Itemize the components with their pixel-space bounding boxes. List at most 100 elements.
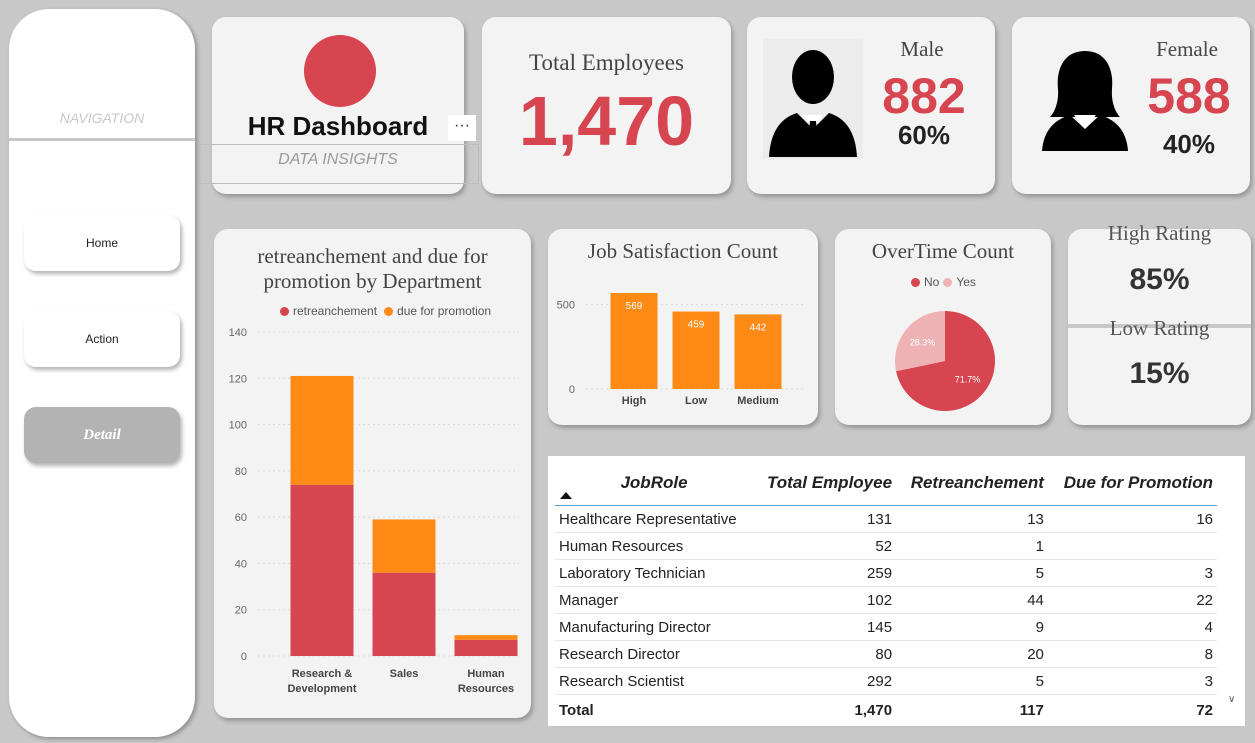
total-employee-sum: 1,470 [753, 694, 897, 725]
female-count: 588 [1147, 68, 1231, 124]
y-tick-label: 0 [569, 384, 575, 396]
table-cell: Research Director [555, 640, 753, 668]
table-row[interactable]: Laboratory Technician 259 5 3 [555, 559, 1217, 587]
table-row[interactable]: Research Scientist 292 5 3 [555, 667, 1217, 695]
navigation-divider [9, 138, 195, 141]
male-percent: 60% [897, 120, 951, 150]
table-cell: Manager [555, 586, 753, 614]
legend-swatch-yes [943, 277, 953, 287]
female-card: Female 588 40% [1012, 17, 1250, 194]
table-cell: 145 [753, 613, 897, 641]
bar-segment-retreanchement[interactable] [454, 639, 518, 656]
overtime-pie-chart: 71.7% 28.3% [895, 311, 995, 411]
y-tick-label: 120 [229, 373, 247, 385]
table-cell: 3 [1047, 667, 1217, 695]
table-cell: 102 [753, 586, 897, 614]
bar-segment-retreanchement[interactable] [372, 572, 436, 656]
female-percent: 40% [1162, 129, 1216, 159]
column-header-retreanchement[interactable]: Retreanchement [896, 461, 1048, 506]
table-cell: 5 [896, 559, 1048, 587]
department-chart-title: retreanchement and due for promotion by … [257, 244, 488, 293]
nav-home-button[interactable]: Home [24, 215, 180, 271]
retreanchement-sum: 117 [896, 694, 1048, 725]
rating-divider [1068, 324, 1251, 328]
total-employees-label: Total Employees [529, 50, 684, 75]
table-row[interactable]: Manufacturing Director 145 9 4 [555, 613, 1217, 641]
y-tick-label: 500 [557, 300, 575, 312]
subtitle-box [199, 144, 479, 184]
column-header-due-for-promotion[interactable]: Due for Promotion [1047, 461, 1217, 506]
x-tick-label: Research & Development [287, 668, 356, 695]
table-cell: Research Scientist [555, 667, 753, 695]
legend-label-no: No [924, 275, 940, 289]
table-cell: Healthcare Representative [555, 505, 753, 533]
bar-segment-promotion[interactable] [290, 375, 354, 485]
sort-ascending-icon[interactable] [560, 492, 572, 499]
pie-slice-no[interactable] [896, 311, 995, 411]
table-cell: 52 [753, 532, 897, 560]
table-row[interactable]: Manager 102 44 22 [555, 586, 1217, 614]
navigation-sidebar: NAVIGATION Home Action Detail [9, 9, 195, 737]
bar-segment-retreanchement[interactable] [290, 484, 354, 656]
legend-label-yes: Yes [956, 275, 976, 289]
bar-segment-promotion[interactable] [454, 635, 518, 640]
title-card: HR Dashboard DATA INSIGHTS ··· [199, 17, 479, 194]
nav-action-button[interactable]: Action [24, 311, 180, 367]
total-employees-value: 1,470 [518, 82, 695, 160]
table-cell: 9 [896, 613, 1048, 641]
table-cell: 5 [896, 667, 1048, 695]
x-tick-label: Human Resources [458, 668, 514, 695]
male-label: Male [900, 37, 944, 61]
table-cell: 16 [1047, 505, 1217, 533]
table-row[interactable]: Research Director 80 20 8 [555, 640, 1217, 668]
bar-segment-promotion[interactable] [372, 519, 436, 573]
female-person-icon [1042, 51, 1128, 151]
x-tick-label: Sales [390, 668, 419, 680]
data-label: 459 [688, 320, 705, 331]
bar-high[interactable] [610, 293, 658, 389]
column-header-jobrole[interactable]: JobRole [555, 461, 753, 506]
legend-label-retreanchement: retreanchement [293, 304, 378, 318]
scroll-down-icon[interactable]: ∨ [1228, 694, 1236, 705]
table-cell: 292 [753, 667, 897, 695]
job-satisfaction-title: Job Satisfaction Count [587, 239, 779, 263]
low-rating-value: 15% [1129, 357, 1190, 390]
nav-detail-button[interactable]: Detail [24, 407, 180, 463]
table-cell: Manufacturing Director [555, 613, 753, 641]
pie-data-label: 28.3% [910, 338, 936, 348]
y-tick-label: 0 [241, 651, 247, 663]
y-tick-label: 140 [229, 327, 247, 339]
bar-low[interactable] [672, 311, 720, 389]
table-cell: 3 [1047, 559, 1217, 587]
department-stacked-bar-chart: 0 20 40 60 80 100 120 140 Research & Development S… [229, 327, 519, 695]
rating-card: High Rating 85% Low Rating 15% [1068, 221, 1251, 425]
x-tick-label: Low [685, 395, 707, 407]
table-row[interactable]: Healthcare Representative 131 13 16 [555, 505, 1217, 533]
job-satisfaction-card: Job Satisfaction Count 0 500 569 High 459 Low… [548, 229, 818, 425]
table-cell: 44 [896, 586, 1048, 614]
more-options-button[interactable]: ··· [448, 115, 476, 141]
table-cell [1047, 532, 1217, 560]
logo-circle [304, 35, 376, 107]
low-rating-label: Low Rating [1109, 316, 1210, 340]
bar-medium[interactable] [734, 314, 782, 389]
column-header-total-employee[interactable]: Total Employee [753, 461, 897, 506]
table-cell: 13 [896, 505, 1048, 533]
male-card: Male 882 60% [747, 17, 995, 194]
table-cell: Laboratory Technician [555, 559, 753, 587]
due-for-promotion-sum: 72 [1047, 694, 1217, 725]
male-count: 882 [882, 68, 966, 124]
department-chart-legend: retreanchement due for promotion [280, 304, 491, 318]
male-person-icon [763, 39, 863, 159]
table-header-row: JobRole Total Employee Retreanchement Du… [555, 461, 1217, 506]
y-tick-label: 20 [235, 605, 247, 617]
y-tick-label: 40 [235, 558, 247, 570]
table-row[interactable]: Human Resources 52 1 [555, 532, 1217, 560]
high-rating-label: High Rating [1107, 221, 1212, 245]
x-tick-label: Medium [737, 395, 779, 407]
department-chart-card: retreanchement and due for promotion by … [214, 229, 531, 718]
x-tick-label: High [622, 395, 647, 407]
y-tick-label: 100 [229, 420, 247, 432]
legend-label-promotion: due for promotion [397, 304, 492, 318]
pie-slice-yes[interactable] [895, 311, 945, 372]
